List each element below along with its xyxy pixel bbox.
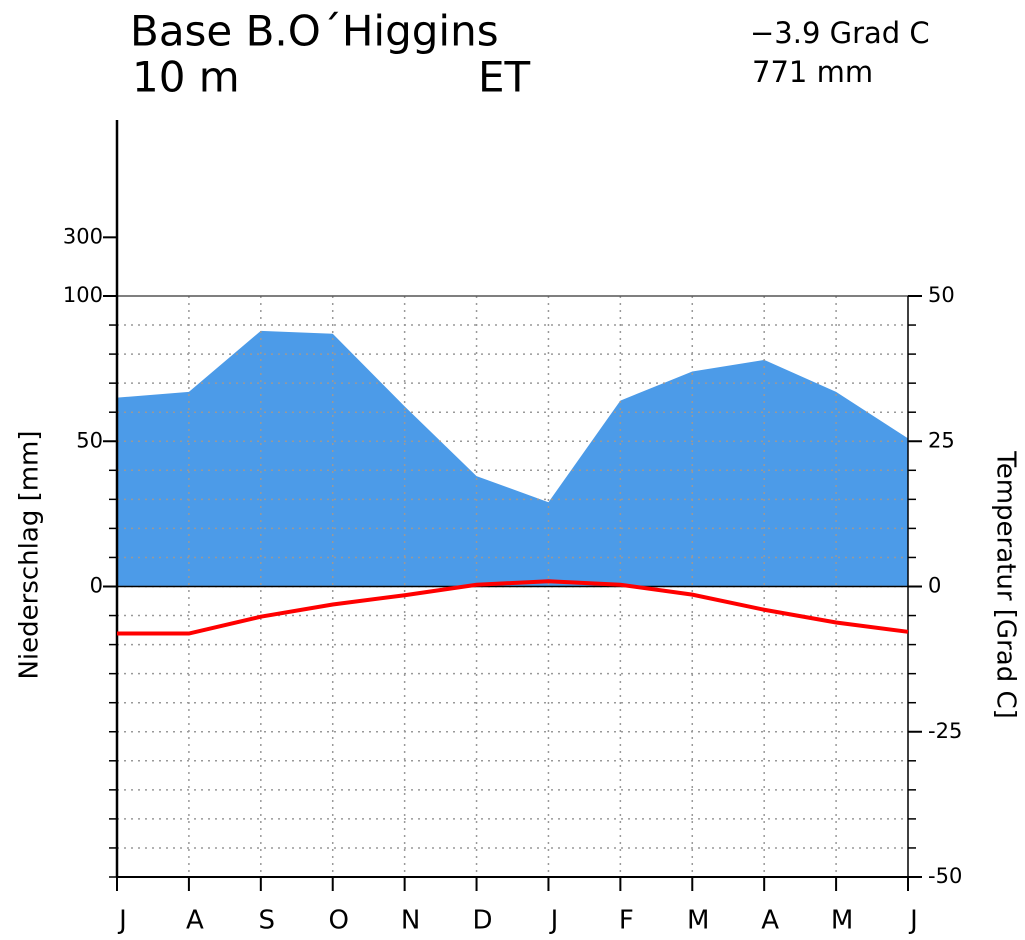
x-tick-label: M [687, 906, 709, 936]
y-axis-label: Niederschlag [mm] [15, 430, 45, 679]
mean-temperature: −3.9 Grad C [750, 16, 930, 50]
x-tick-label: J [549, 906, 559, 936]
elevation: 10 m [132, 53, 240, 102]
y-tick-label: 0 [90, 574, 103, 598]
y2-axis-label: Temperatur [Grad C] [991, 450, 1021, 719]
precipitation-area [117, 330, 908, 587]
x-tick-label: D [473, 906, 493, 936]
x-tick-label: O [328, 906, 348, 936]
climate-class: ET [478, 53, 531, 102]
y2-tick-label: 50 [928, 283, 955, 307]
chart-title: Base B.O´Higgins [130, 7, 499, 56]
y-tick-label: 50 [76, 428, 103, 452]
y2-tick-label: 0 [928, 574, 941, 598]
y-tick-label: 300 [63, 224, 103, 248]
x-tick-label: A [186, 906, 204, 936]
y2-tick-label: 25 [928, 428, 955, 452]
x-tick-label: J [117, 906, 127, 936]
x-tick-label: F [619, 906, 634, 936]
x-tick-label: A [761, 906, 779, 936]
y-tick-label: 100 [63, 283, 103, 307]
annual-precipitation: 771 mm [752, 55, 873, 89]
x-tick-label: S [259, 906, 276, 936]
x-tick-label: N [401, 906, 420, 936]
temperature-line [117, 579, 909, 636]
x-tick-label: M [831, 906, 853, 936]
y2-tick-label: -50 [928, 864, 962, 888]
x-tick-label: J [908, 906, 918, 936]
y2-tick-label: -25 [928, 719, 962, 743]
